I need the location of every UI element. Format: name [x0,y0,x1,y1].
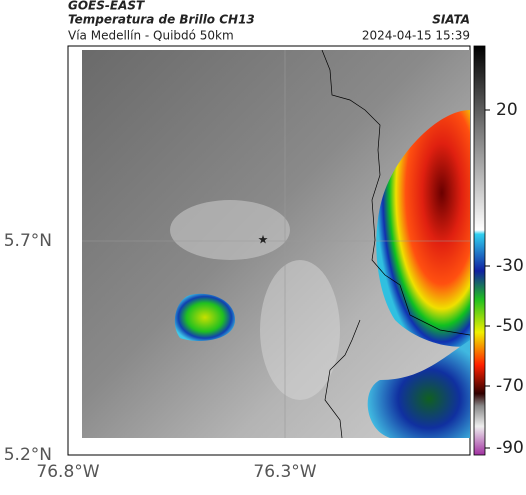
x-axis-label: 76.8°W [36,462,99,482]
subtitle: Vía Medellín - Quibdó 50km [68,29,234,43]
boundary [321,50,470,336]
brand: SIATA [432,13,470,27]
timestamp: 2024-04-15 15:39 [362,29,470,43]
y-axis-label: 5.2°N [4,445,52,465]
storm-cell [376,110,470,347]
boundary [324,319,361,438]
storm-cell [367,340,470,438]
storm-cell [174,293,235,341]
colorbar-tick-label: -30 [496,256,524,276]
y-axis-label: 5.7°N [4,231,52,251]
location-marker: ★ [258,233,269,247]
x-axis-label: 76.3°W [253,462,316,482]
map: ★ [67,45,471,456]
source: GOES-EAST [68,0,145,13]
colorbar-tick-label: -70 [496,376,524,396]
colorbar-tick-label: -90 [496,438,524,458]
colorbar-tick-label: 20 [496,100,518,120]
title: Temperatura de Brillo CH13 [68,13,255,27]
colorbar [473,45,486,456]
colorbar-scale [473,45,486,456]
colorbar-tick-label: -50 [496,316,524,336]
